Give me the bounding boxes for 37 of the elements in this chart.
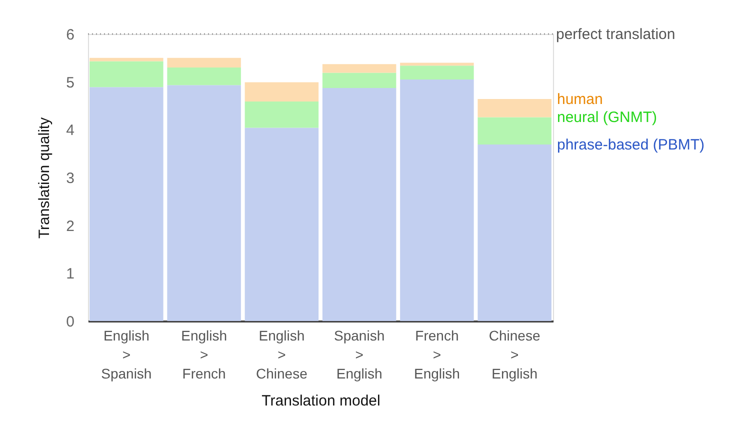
y-tick-label: 3 (66, 170, 74, 187)
x-tick-label: English > French (181, 328, 228, 382)
x-tick-label: Chinese > English (488, 328, 540, 382)
bar (322, 72, 396, 88)
bar (400, 79, 474, 321)
bar (322, 64, 396, 73)
bar (244, 82, 319, 102)
x-tick-label: French > English (414, 328, 460, 382)
y-tick-label: 1 (66, 266, 74, 283)
bar (90, 87, 164, 321)
bar (167, 58, 241, 68)
x-axis-title: Translation model (262, 392, 380, 410)
bar (90, 58, 164, 62)
bar (478, 117, 552, 144)
y-tick-label: 4 (66, 122, 74, 140)
x-tick-label: English > Spanish (101, 328, 152, 382)
series-label: phrase-based (PBMT) (557, 136, 705, 154)
y-tick-label: 2 (66, 218, 74, 235)
bar (478, 144, 552, 321)
y-tick-label: 0 (66, 314, 74, 330)
bar (244, 128, 319, 321)
bar (400, 66, 474, 80)
bar (244, 101, 319, 128)
bar (322, 88, 396, 321)
y-tick-label: 6 (66, 26, 74, 44)
series-label: neural (GNMT) (557, 109, 658, 126)
bar (400, 62, 474, 66)
y-axis-title: Translation quality (36, 116, 54, 239)
bar (90, 61, 164, 88)
x-tick-label: Spanish > English (334, 328, 385, 382)
x-tick-label: English > Chinese (256, 328, 308, 382)
bar (167, 67, 241, 86)
bar (478, 99, 552, 118)
series-label: human (557, 91, 603, 108)
y-tick-label: 5 (66, 74, 74, 92)
bar (167, 85, 241, 321)
ref-line-label: perfect translation (556, 26, 676, 43)
